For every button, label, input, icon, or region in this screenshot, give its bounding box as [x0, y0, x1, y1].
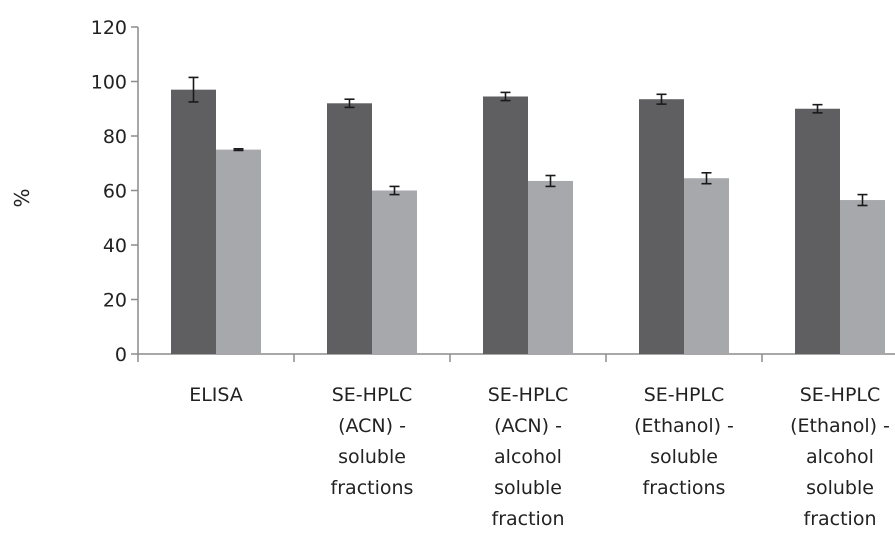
- x-category-label-line: alcohol: [806, 446, 874, 468]
- x-category-label-line: ELISA: [189, 384, 243, 406]
- x-category-label-line: soluble: [806, 477, 874, 499]
- x-category-label: ELISA: [189, 384, 243, 406]
- x-category-label-line: SE-HPLC: [488, 384, 569, 406]
- x-category-label-line: soluble: [494, 477, 562, 499]
- x-category-label-line: fractions: [331, 477, 414, 499]
- x-category-label-line: alcohol: [494, 446, 562, 468]
- y-axis-label: %: [10, 188, 34, 207]
- y-tick-label: 20: [103, 290, 127, 312]
- bars: [171, 89, 885, 355]
- y-tick-label: 60: [103, 181, 127, 203]
- category-labels: ELISA SE-HPLC (ACN) -soluble fractionsSE-HP…: [189, 384, 890, 530]
- y-tick-label: 100: [91, 72, 127, 94]
- x-category-label-line: (ACN) -: [494, 415, 562, 437]
- x-category-label-line: soluble: [650, 446, 718, 468]
- x-category-label: SE-HPLC (Ethanol) - soluble fractions: [634, 384, 734, 499]
- bar-dark-1: [171, 89, 216, 355]
- x-category-label-line: SE-HPLC: [644, 384, 725, 406]
- bar-dark-5: [795, 108, 840, 354]
- x-category-label-line: SE-HPLC: [332, 384, 413, 406]
- x-category-label-line: fraction: [804, 508, 877, 530]
- y-tick-label: 40: [103, 235, 127, 257]
- bar-light-1: [216, 149, 261, 354]
- bar-light-4: [684, 178, 729, 354]
- y-tick-label: 0: [115, 344, 127, 366]
- y-axis: 0 20 40 60 80 100 120: [91, 17, 139, 366]
- x-category-label-line: fractions: [643, 477, 726, 499]
- bar-light-3: [528, 180, 573, 354]
- x-category-label: SE-HPLC (Ethanol) - alcohol soluble fraction: [790, 384, 890, 530]
- y-tick-label: 120: [91, 17, 127, 39]
- x-category-label: SE-HPLC (ACN) - alcohol soluble fraction: [488, 384, 569, 530]
- x-category-label-line: (Ethanol) -: [634, 415, 734, 437]
- y-tick-label: 80: [103, 126, 127, 148]
- bar-dark-4: [639, 99, 684, 355]
- bar-light-5: [840, 200, 885, 354]
- x-category-label-line: SE-HPLC: [800, 384, 881, 406]
- x-category-label: SE-HPLC (ACN) - soluble fractions: [331, 384, 414, 499]
- bar-dark-3: [483, 96, 528, 355]
- x-axis: [137, 353, 895, 362]
- error-bars: [188, 76, 868, 207]
- x-category-label-line: soluble: [338, 446, 406, 468]
- bar-dark-2: [327, 103, 372, 354]
- bar-light-2: [372, 190, 417, 354]
- x-category-label-line: fraction: [492, 508, 565, 530]
- x-category-label-line: (ACN) -: [338, 415, 406, 437]
- x-category-label-line: (Ethanol) -: [790, 415, 890, 437]
